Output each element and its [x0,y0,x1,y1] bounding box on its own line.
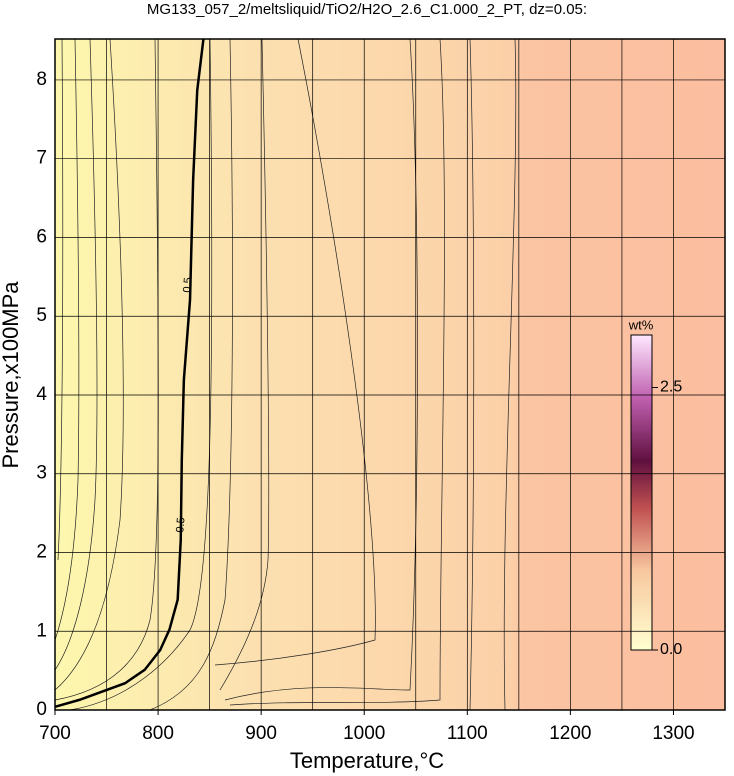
y-tick-label: 7 [36,148,47,169]
y-tick-label: 4 [36,384,47,405]
y-tick-label: 2 [36,542,47,563]
y-tick-label: 1 [36,620,47,641]
y-tick-label: 8 [36,69,47,90]
x-tick-label: 1300 [652,723,694,744]
colorbar-label: wt% [628,317,654,332]
y-tick-label: 3 [36,463,47,484]
contour-label: 0.5 [174,517,187,533]
y-tick-label: 5 [36,305,47,326]
y-tick-label: 6 [36,226,47,247]
plot-frame [54,38,726,711]
colorbar [630,334,653,651]
x-tick-label: 900 [245,723,277,744]
chart-title: MG133_057_2/meltsliquid/TiO2/H2O_2.6_C1.… [147,1,587,18]
x-tick-label: 1200 [549,723,591,744]
x-axis-label: Temperature,°C [290,748,444,773]
x-tick-label: 1100 [447,723,488,744]
y-axis-label: Pressure,x100MPa [0,281,23,469]
contour-label: 0.5 [181,277,194,293]
contour-line [54,38,205,709]
plot-area [55,39,725,710]
y-tick-label: 0 [36,699,47,720]
x-tick-label: 800 [142,723,174,744]
x-tick-label: 1000 [343,723,385,744]
colorbar-tick-label: 0.0 [660,641,682,658]
colorbar-tick-label: 2.5 [660,379,682,396]
x-tick-label: 700 [39,723,71,744]
